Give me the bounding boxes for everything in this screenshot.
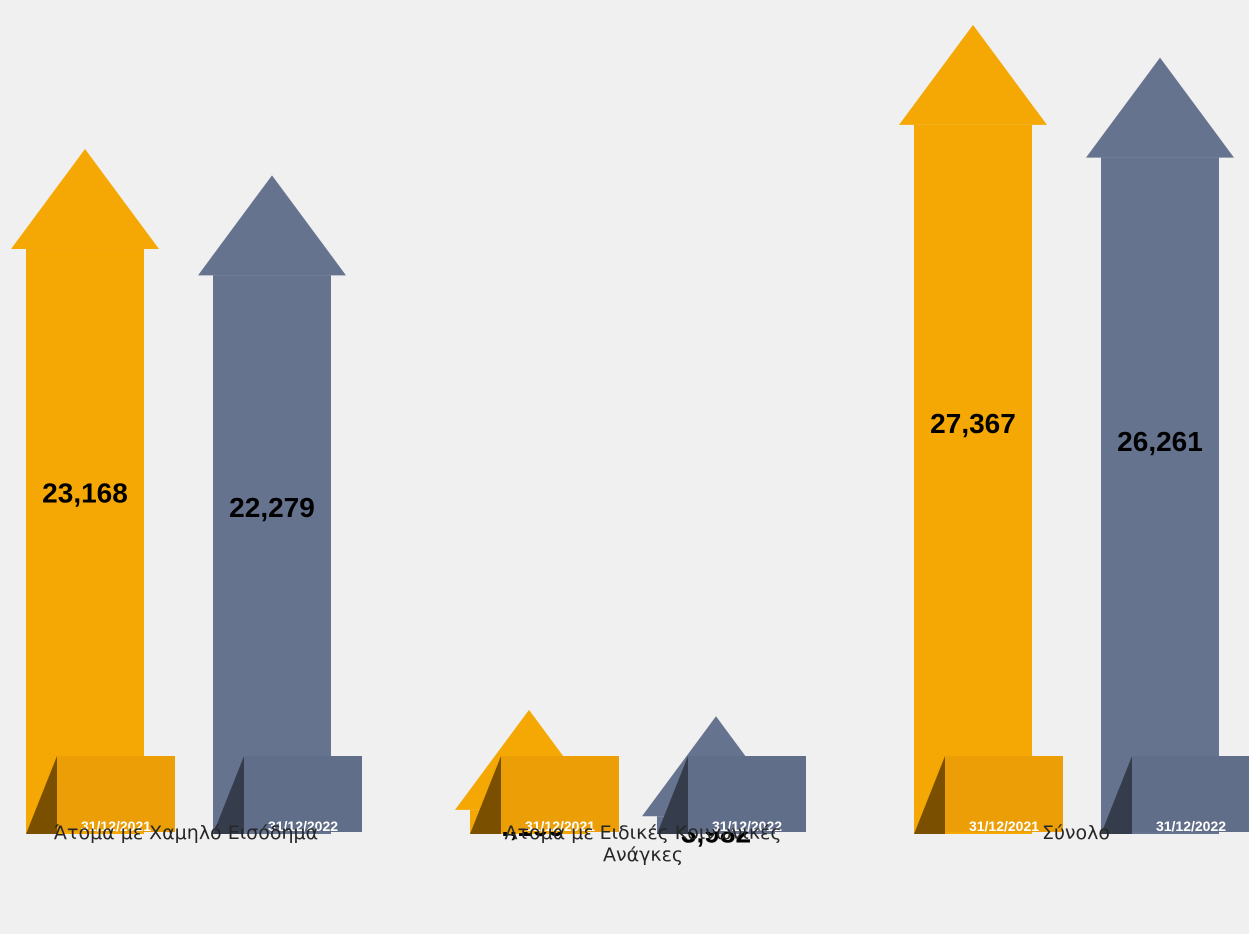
arrow-head-total-2022: [1086, 57, 1234, 158]
legend-fold-low-income-2021: [26, 756, 57, 834]
legend-box-special-needs-2021: [501, 756, 619, 832]
arrow-shaft-low-income-2022: [213, 275, 331, 834]
legend-fold-special-needs-2022: [657, 756, 688, 834]
legend-date-total-2022: 31/12/2022: [1156, 818, 1226, 834]
legend-box-special-needs-2022: [688, 756, 806, 832]
legend-date-special-needs-2021: 31/12/2021: [525, 818, 595, 834]
arrow-shaft-total-2022: [1101, 157, 1219, 835]
legend-box-total-2022: [1132, 756, 1249, 832]
legend-date-total-2021: 31/12/2021: [969, 818, 1039, 834]
arrow-head-low-income-2021: [11, 149, 159, 250]
legend-box-low-income-2021: [57, 756, 175, 832]
legend-box-low-income-2022: [244, 756, 362, 832]
arrow-shaft-low-income-2021: [26, 249, 144, 834]
legend-fold-special-needs-2021: [470, 756, 501, 834]
legend-fold-low-income-2022: [213, 756, 244, 834]
value-label-low-income-2021: 23,168: [42, 477, 128, 508]
arrow-head-low-income-2022: [198, 175, 346, 276]
legend-date-low-income-2022: 31/12/2022: [268, 818, 338, 834]
value-label-total-2021: 27,367: [930, 408, 1016, 439]
arrow-head-total-2021: [899, 24, 1047, 125]
legend-fold-total-2021: [914, 756, 945, 834]
legend-fold-total-2022: [1101, 756, 1132, 834]
category-label-low-income: Άτομα με Χαμηλό Εισόδημα: [53, 822, 319, 844]
legend-date-special-needs-2022: 31/12/2022: [712, 818, 782, 834]
value-label-low-income-2022: 22,279: [229, 492, 315, 523]
legend-box-total-2021: [945, 756, 1063, 832]
value-label-total-2022: 26,261: [1117, 426, 1203, 457]
category-label-special-needs: Ατομα με Ειδικές Κοινωνικές Ανάγκες: [504, 822, 782, 866]
category-label-total: Σύνολο: [1041, 822, 1111, 844]
arrow-shaft-total-2021: [914, 124, 1032, 834]
legend-date-low-income-2021: 31/12/2021: [81, 818, 151, 834]
